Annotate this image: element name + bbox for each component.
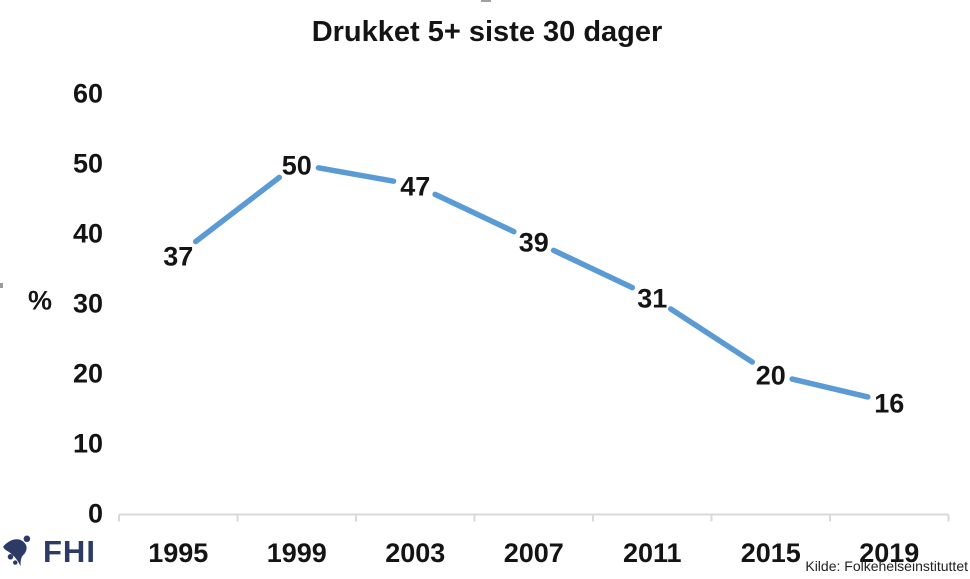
x-axis-label: 2015 (740, 538, 801, 568)
x-axis-label: 2003 (385, 538, 446, 568)
x-axis-label: 1995 (148, 538, 209, 568)
x-axis-label: 1999 (266, 538, 327, 568)
line-segment (192, 174, 283, 245)
data-label: 39 (518, 227, 549, 258)
data-label: 20 (755, 360, 786, 391)
fhi-logo-text: FHI (43, 534, 96, 569)
y-axis-label: 60 (72, 78, 103, 109)
data-label: 31 (637, 283, 668, 314)
y-axis-label: 20 (72, 358, 103, 389)
data-label: 47 (400, 171, 431, 202)
data-label: 37 (163, 241, 194, 272)
line-segment (789, 376, 871, 400)
y-axis-label: 40 (72, 218, 103, 249)
source-text: Kilde: Folkehelseinstituttet (805, 558, 968, 574)
x-axis-label: 2007 (503, 538, 564, 568)
data-label: 50 (281, 150, 312, 181)
y-axis-label: 10 (72, 428, 103, 459)
y-axis-label: 50 (72, 148, 103, 179)
x-axis-label: 2019 (859, 538, 920, 568)
line-segment (550, 247, 636, 291)
x-axis-label: 2011 (622, 538, 682, 568)
cropped-artifact-left (0, 283, 3, 288)
chart-title: Drukket 5+ siste 30 dager (311, 16, 663, 48)
line-segment (315, 165, 397, 184)
fhi-logo: FHI (2, 534, 96, 570)
data-label: 16 (874, 388, 905, 419)
line-segment (432, 191, 517, 235)
y-axis-label: 30 (72, 288, 103, 319)
cropped-artifact-top (481, 0, 491, 2)
fhi-logo-icon (3, 535, 31, 567)
y-axis-label: 0 (87, 498, 103, 529)
line-segment (667, 306, 756, 365)
y-axis-unit-label: % (28, 285, 53, 316)
